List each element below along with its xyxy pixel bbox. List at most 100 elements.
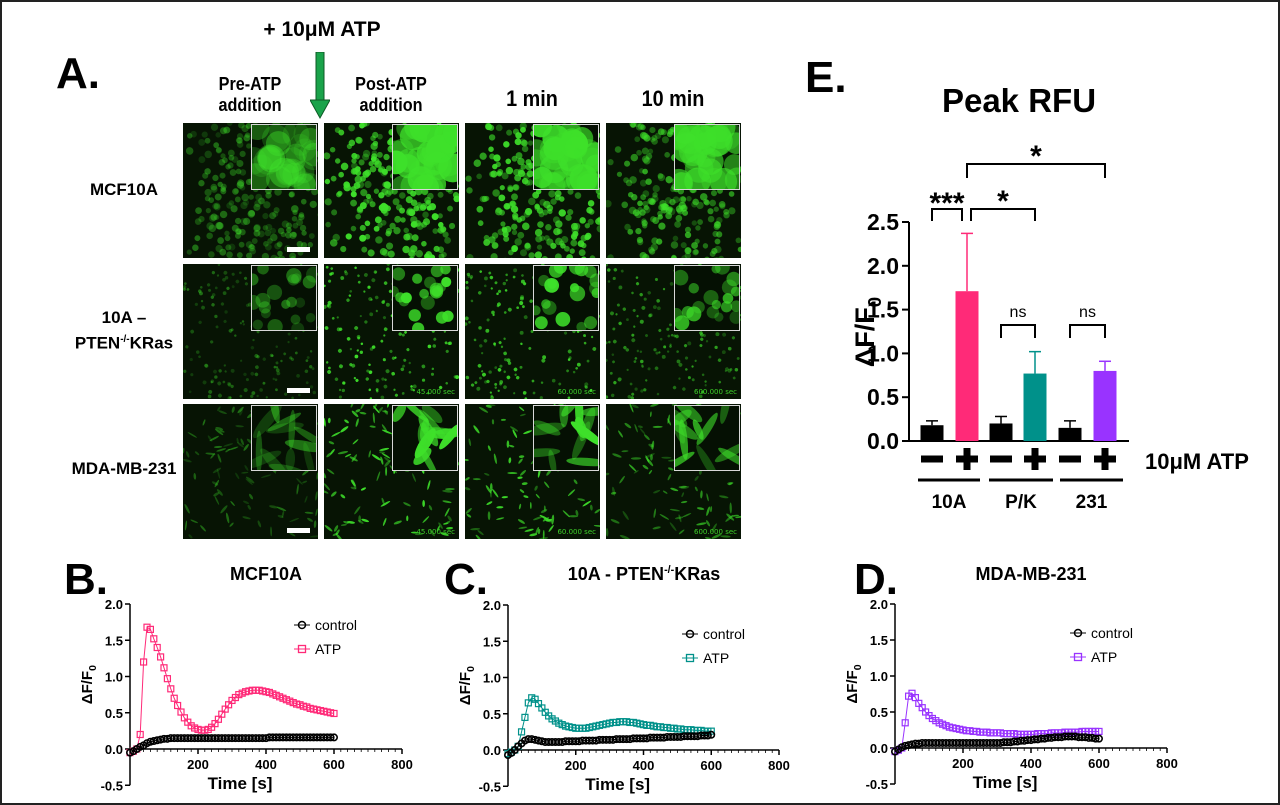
cell [374,160,382,168]
cell [332,233,340,242]
cell [305,359,309,362]
cell [559,196,565,202]
cell [470,383,475,387]
cell [486,379,490,384]
cell [399,207,406,214]
cell [375,388,379,392]
cell [395,292,406,303]
cell [243,134,251,142]
cell [621,201,629,209]
cell [223,319,227,324]
cell [497,389,500,392]
cell [503,141,510,148]
cell [223,270,228,275]
inset-image [675,125,739,189]
cell [263,241,269,247]
cell [307,242,314,248]
cell [645,153,653,160]
cell [485,328,490,333]
cell [380,339,384,343]
cell [306,356,310,359]
cell [348,139,356,147]
cell [381,377,385,381]
cell [652,305,657,310]
cell [324,326,329,330]
significance-bracket [1069,324,1106,338]
cell [523,315,528,320]
cell [721,350,726,355]
cell [505,273,508,277]
cell [631,291,634,295]
cell [285,222,293,229]
treatment-label: + 10μM ATP [263,18,381,41]
cell [256,394,259,398]
cell [578,249,586,257]
cell [367,249,375,257]
cell [264,229,272,237]
cell [269,125,296,144]
cell [407,249,415,257]
cell [658,222,666,230]
x-tick-label: 800 [1156,756,1178,771]
cell [249,247,257,255]
cell [723,208,730,215]
cell [430,266,444,278]
cell [338,364,343,369]
cell [657,173,664,179]
cell [343,183,351,192]
cell [534,149,551,180]
y-label-text: ΔF/F [850,307,880,367]
cell [214,214,220,220]
significance-label: ns [1079,304,1096,321]
cell [491,242,499,249]
cell [252,338,255,342]
cell [587,218,594,225]
cell [277,250,283,257]
cell [227,381,231,386]
chart-title: 10A - PTEN-/-KRas [568,564,721,584]
cell [558,209,566,217]
cell [474,381,478,385]
cell [240,201,248,210]
cell [373,188,380,194]
cell [363,273,368,277]
cell [186,288,190,291]
cell [515,152,523,160]
column-header-line2: addition [218,95,282,115]
cell [368,370,373,375]
cell [398,332,402,336]
cell [377,133,383,140]
cell [362,153,370,161]
cell [302,142,316,167]
cell [219,127,227,135]
cell [236,159,244,167]
cell [725,367,729,371]
cell [356,206,364,214]
cell [402,245,410,254]
cell [254,372,259,377]
cell [442,125,457,147]
y-tick-label: -0.5 [101,778,123,793]
cell [645,379,648,382]
cell [642,190,650,198]
cell [500,221,506,227]
cell [505,158,512,165]
cell [346,337,351,341]
treatment-label: 10μM ATP [1145,449,1249,474]
x-tick-label: 600 [323,757,345,772]
cell [276,241,283,248]
cell [540,381,544,384]
cell [723,154,739,175]
cell [365,193,372,200]
y-axis-label: ΔF/F0 [79,665,99,704]
cell [680,242,687,249]
cell [479,152,487,160]
cell [676,359,681,364]
cell [701,373,705,377]
cell [399,192,406,199]
cell [513,392,516,395]
cell [211,293,216,297]
cell [551,378,556,383]
cell [363,123,370,127]
cell [287,332,291,336]
